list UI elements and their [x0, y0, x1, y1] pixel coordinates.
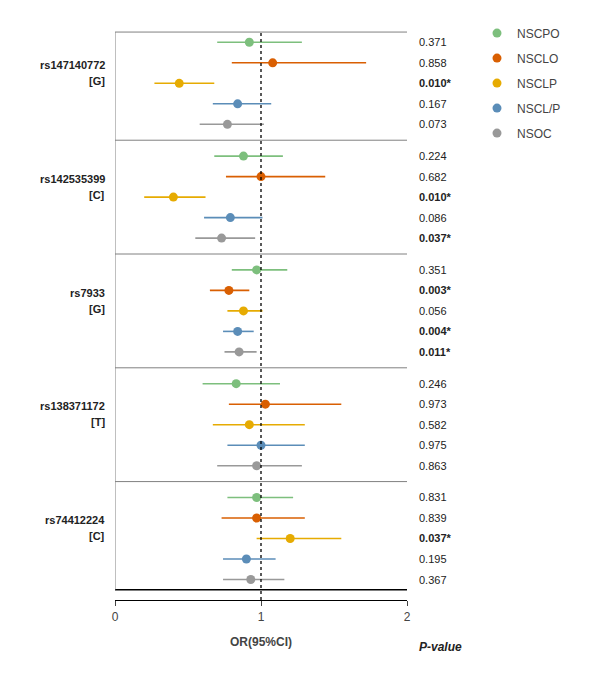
- svg-text:1: 1: [258, 610, 265, 624]
- svg-text:0.973: 0.973: [419, 398, 447, 410]
- svg-text:NSCL/P: NSCL/P: [517, 102, 560, 116]
- svg-text:[C]: [C]: [89, 189, 105, 201]
- svg-text:0.037*: 0.037*: [419, 232, 452, 244]
- svg-text:0.056: 0.056: [419, 305, 447, 317]
- svg-text:0.010*: 0.010*: [419, 191, 452, 203]
- svg-text:0.195: 0.195: [419, 553, 447, 565]
- svg-text:0.004*: 0.004*: [419, 325, 452, 337]
- svg-text:0.010*: 0.010*: [419, 77, 452, 89]
- svg-text:0.582: 0.582: [419, 419, 447, 431]
- svg-text:0.858: 0.858: [419, 57, 447, 69]
- svg-text:0: 0: [112, 610, 119, 624]
- svg-text:rs138371172: rs138371172: [40, 400, 105, 412]
- svg-text:NSCLP: NSCLP: [517, 77, 557, 91]
- svg-text:2: 2: [404, 610, 411, 624]
- svg-text:rs7933: rs7933: [70, 287, 105, 299]
- svg-text:0.682: 0.682: [419, 171, 447, 183]
- svg-text:0.073: 0.073: [419, 118, 447, 130]
- svg-text:rs142535399: rs142535399: [40, 173, 105, 185]
- svg-text:0.863: 0.863: [419, 460, 447, 472]
- svg-text:0.086: 0.086: [419, 212, 447, 224]
- svg-text:0.037*: 0.037*: [419, 532, 452, 544]
- svg-text:rs74412224: rs74412224: [45, 514, 105, 526]
- svg-text:NSOC: NSOC: [517, 127, 552, 141]
- svg-text:[G]: [G]: [89, 75, 105, 87]
- svg-text:0.371: 0.371: [419, 36, 447, 48]
- svg-text:[T]: [T]: [91, 416, 105, 428]
- svg-text:0.367: 0.367: [419, 574, 447, 586]
- svg-text:0.351: 0.351: [419, 264, 447, 276]
- svg-text:P-value: P-value: [419, 640, 462, 654]
- svg-text:0.011*: 0.011*: [419, 346, 451, 358]
- svg-text:[G]: [G]: [89, 303, 105, 315]
- svg-text:[C]: [C]: [89, 530, 105, 542]
- svg-text:0.831: 0.831: [419, 491, 447, 503]
- svg-text:0.224: 0.224: [419, 150, 447, 162]
- svg-text:0.003*: 0.003*: [419, 284, 452, 296]
- svg-text:0.167: 0.167: [419, 98, 447, 110]
- svg-text:0.839: 0.839: [419, 512, 447, 524]
- svg-text:0.975: 0.975: [419, 439, 447, 451]
- svg-text:OR(95%CI): OR(95%CI): [230, 635, 292, 649]
- svg-text:NSCLO: NSCLO: [517, 52, 558, 66]
- svg-text:NSCPO: NSCPO: [517, 27, 560, 41]
- svg-text:0.246: 0.246: [419, 378, 447, 390]
- svg-text:rs147140772: rs147140772: [40, 59, 105, 71]
